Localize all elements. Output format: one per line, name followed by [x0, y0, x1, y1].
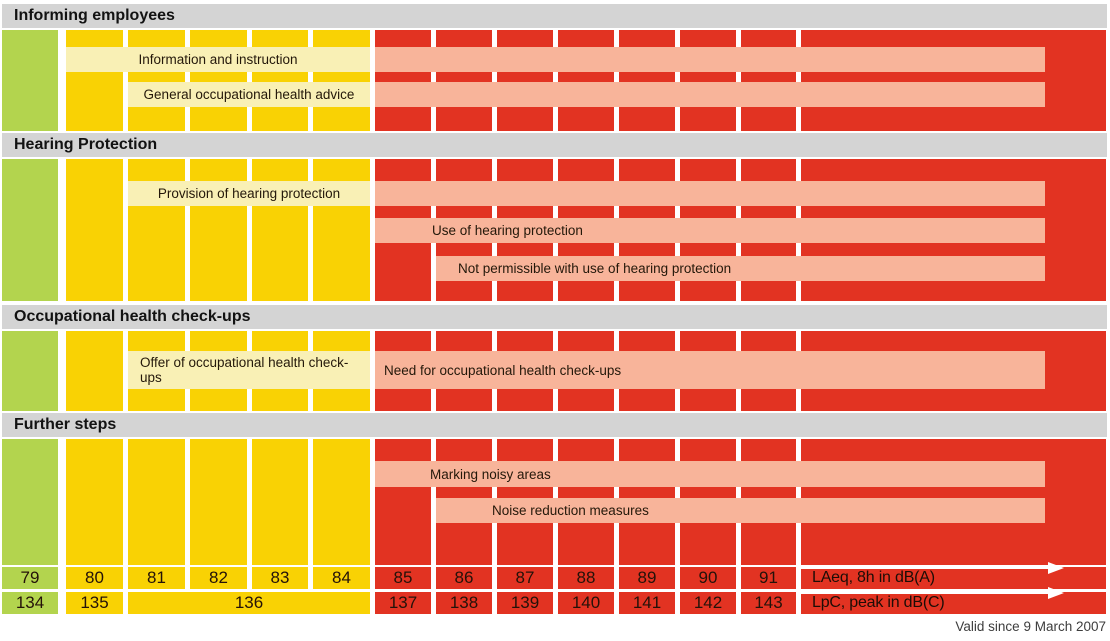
grid-column — [2, 439, 58, 565]
bar-information-and-instruction: Information and instruction — [0, 47, 1110, 72]
grid-column — [190, 439, 247, 565]
grid-column — [2, 331, 58, 411]
bar-marking-noisy-areas: Marking noisy areas — [0, 461, 1110, 487]
lpc-arrowhead-icon — [1048, 587, 1064, 599]
grid-column — [313, 30, 370, 131]
bar-label: General occupational health advice — [143, 87, 355, 102]
laeq-arrowhead-icon — [1048, 562, 1064, 574]
grid-column — [497, 30, 553, 131]
bar-label: Noise reduction measures — [492, 503, 649, 518]
grid-column — [66, 30, 123, 131]
bar-label: Not permissible with use of hearing prot… — [458, 261, 732, 276]
lpc-arrow-right-icon — [801, 592, 1049, 594]
bar-not-permissible-with-hearing-protection: Not permissible with use of hearing prot… — [0, 256, 1110, 281]
lpc-cell-139: 139 — [497, 592, 553, 614]
laeq-cell-90: 90 — [680, 567, 736, 589]
laeq-axis-label: LAeq, 8h in dB(A) — [801, 567, 1106, 589]
bar-label: Provision of hearing protection — [157, 186, 341, 201]
laeq-cell-87: 87 — [497, 567, 553, 589]
bar-row-check-ups: Offer of occupational health check-ups N… — [0, 351, 1110, 389]
bar-segment-yellow: General occupational health advice — [128, 82, 370, 107]
section-grid-further-steps: Marking noisy areas Noise reduction meas… — [0, 439, 1110, 565]
grid-column — [252, 30, 308, 131]
grid-column — [190, 30, 247, 131]
bar-segment-salmon: Not permissible with use of hearing prot… — [436, 256, 1045, 281]
lpc-axis-label: LpC, peak in dB(C) — [801, 592, 1106, 614]
laeq-cell-84: 84 — [313, 567, 370, 589]
bar-provision-of-hearing-protection: Provision of hearing protection — [0, 181, 1110, 206]
grid-column — [375, 30, 431, 131]
section-grid-hearing-protection: Provision of hearing protection Use of h… — [0, 159, 1110, 301]
section-header-occupational-health-check-ups: Occupational health check-ups — [2, 305, 1107, 329]
section-grid-informing-employees: Information and instruction General occu… — [0, 30, 1110, 131]
bar-offer-of-occupational-health-check-ups: Offer of occupational health check-ups — [128, 351, 370, 389]
grid-column — [801, 30, 1106, 131]
bar-label: Need for occupational health check-ups — [384, 362, 622, 378]
laeq-cell-89: 89 — [619, 567, 675, 589]
section-header-informing-employees: Informing employees — [2, 4, 1107, 28]
grid-column — [66, 159, 123, 301]
laeq-arrow-right-icon — [801, 567, 1049, 569]
bar-segment-salmon: Marking noisy areas — [375, 461, 1045, 487]
grid-column — [66, 439, 123, 565]
grid-column — [252, 439, 308, 565]
bar-need-for-occupational-health-check-ups: Need for occupational health check-ups — [375, 351, 1045, 389]
laeq-cell-86: 86 — [436, 567, 492, 589]
grid-column — [66, 331, 123, 411]
section-grid-occupational-health-check-ups: Offer of occupational health check-ups N… — [0, 331, 1110, 411]
lpc-cell-138: 138 — [436, 592, 492, 614]
bar-label: Offer of occupational health check-ups — [140, 355, 349, 385]
grid-column — [2, 30, 58, 131]
laeq-cell-85: 85 — [375, 567, 431, 589]
grid-column — [436, 30, 492, 131]
lpc-cell-136: 136 — [128, 592, 370, 614]
bar-segment-salmon — [375, 82, 1045, 107]
bar-segment-yellow: Information and instruction — [66, 47, 370, 72]
grid-column — [2, 159, 58, 301]
grid-column — [375, 439, 431, 565]
laeq-cell-80: 80 — [66, 567, 123, 589]
lpc-cell-137: 137 — [375, 592, 431, 614]
grid-column — [128, 439, 185, 565]
bar-noise-reduction-measures: Noise reduction measures — [0, 498, 1110, 523]
laeq-cell-88: 88 — [558, 567, 614, 589]
lpc-cell-134: 134 — [2, 592, 58, 614]
laeq-cell-91: 91 — [741, 567, 796, 589]
bar-segment-salmon — [375, 47, 1045, 72]
bar-label: Marking noisy areas — [430, 466, 551, 482]
grid-column — [128, 30, 185, 131]
bar-segment-yellow: Provision of hearing protection — [128, 181, 370, 206]
bar-label: Use of hearing protection — [432, 223, 583, 238]
bar-general-occupational-health-advice: General occupational health advice — [0, 82, 1110, 107]
grid-column — [619, 30, 675, 131]
bar-segment-salmon: Noise reduction measures — [436, 498, 1045, 523]
lpc-cell-141: 141 — [619, 592, 675, 614]
laeq-cell-79: 79 — [2, 567, 58, 589]
section-header-further-steps: Further steps — [2, 413, 1107, 437]
laeq-cell-83: 83 — [252, 567, 308, 589]
lpc-cell-142: 142 — [680, 592, 736, 614]
laeq-cell-82: 82 — [190, 567, 247, 589]
lpc-cell-143: 143 — [741, 592, 796, 614]
bar-label: Information and instruction — [138, 52, 298, 67]
section-header-hearing-protection: Hearing Protection — [2, 133, 1107, 157]
bar-segment-salmon: Use of hearing protection — [375, 218, 1045, 243]
grid-column — [680, 30, 736, 131]
grid-column — [558, 30, 614, 131]
lpc-cell-135: 135 — [66, 592, 123, 614]
bar-segment-salmon — [375, 181, 1045, 206]
bar-use-of-hearing-protection: Use of hearing protection — [0, 218, 1110, 243]
laeq-cell-81: 81 — [128, 567, 185, 589]
grid-column — [313, 439, 370, 565]
grid-column — [741, 30, 796, 131]
lpc-cell-140: 140 — [558, 592, 614, 614]
validity-note: Valid since 9 March 2007 — [955, 619, 1106, 634]
